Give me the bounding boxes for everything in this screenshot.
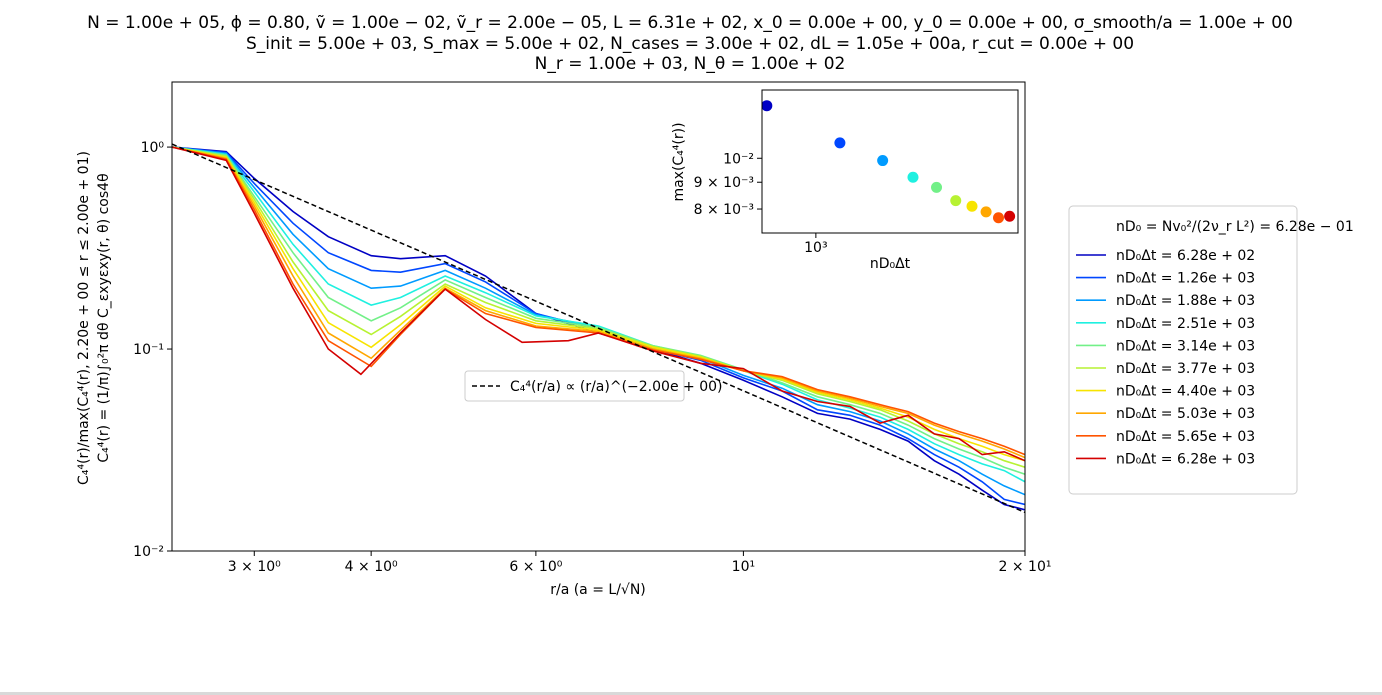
series-line-6 xyxy=(172,146,1025,468)
y-tick-label-2: 10⁻¹ xyxy=(133,342,164,358)
series-legend: nD₀ = Nv₀²/(2ν_r L²) = 6.28e − 01 nD₀Δt … xyxy=(1068,205,1354,495)
inset-points-group xyxy=(762,100,1016,224)
title-line-1: N = 1.00e + 05, ϕ = 0.80, ṽ = 1.00e − 02… xyxy=(87,13,1293,33)
inset-x-tick-label-1: 10³ xyxy=(804,240,827,256)
x-tick-label-1: 3 × 10⁰ xyxy=(228,559,281,575)
x-axis-label: r/a (a = L/√N) xyxy=(550,582,646,598)
inset-plot: 10³ 10⁻² 9 × 10⁻³ 8 × 10⁻³ nD₀Δt max(C₄⁴(r)… xyxy=(671,89,1019,272)
y-tick-label-3: 10⁻² xyxy=(133,544,164,560)
series-line-10 xyxy=(172,146,1025,462)
inset-point-8 xyxy=(980,206,992,218)
x-tick-label-5: 2 × 10¹ xyxy=(999,559,1052,575)
x-tick-label-4: 10¹ xyxy=(732,559,755,575)
legend-label-8: nD₀Δt = 5.03e + 03 xyxy=(1116,406,1255,422)
inset-point-1 xyxy=(762,100,773,112)
legend-label-1: nD₀Δt = 6.28e + 02 xyxy=(1116,248,1255,264)
inset-point-7 xyxy=(966,200,978,212)
series-legend-title: nD₀ = Nv₀²/(2ν_r L²) = 6.28e − 01 xyxy=(1116,219,1354,235)
main-ticks: 3 × 10⁰ 4 × 10⁰ 6 × 10⁰ 10¹ 2 × 10¹ 10⁰ 10⁻¹ 10… xyxy=(133,140,1051,575)
fit-line xyxy=(172,143,1025,514)
legend-label-10: nD₀Δt = 6.28e + 03 xyxy=(1116,451,1255,467)
y-axis-label-line-1: C₄⁴(r)/max(C₄⁴(r), 2.20e + 00 ≤ r ≤ 2.00… xyxy=(76,151,92,485)
series-line-9 xyxy=(172,146,1025,456)
main-plot-frame xyxy=(171,81,1026,552)
inset-x-axis-label: nD₀Δt xyxy=(870,256,911,272)
legend-label-7: nD₀Δt = 4.40e + 03 xyxy=(1116,384,1255,400)
inset-frame xyxy=(761,89,1019,234)
fit-legend: C₄⁴(r/a) ∝ (r/a)^(−2.00e + 00) xyxy=(464,370,722,402)
fit-legend-label: C₄⁴(r/a) ∝ (r/a)^(−2.00e + 00) xyxy=(510,379,722,395)
inset-background xyxy=(762,90,1018,233)
inset-point-4 xyxy=(907,171,919,183)
series-line-5 xyxy=(172,146,1025,475)
x-tick-label-3: 6 × 10⁰ xyxy=(509,559,562,575)
inset-point-2 xyxy=(834,137,846,149)
legend-label-4: nD₀Δt = 2.51e + 03 xyxy=(1116,316,1255,332)
inset-y-tick-label-3: 8 × 10⁻³ xyxy=(694,202,754,218)
inset-point-3 xyxy=(877,155,889,167)
inset-ticks: 10³ 10⁻² 9 × 10⁻³ 8 × 10⁻³ xyxy=(694,151,828,256)
legend-label-5: nD₀Δt = 3.14e + 03 xyxy=(1116,338,1255,354)
legend-label-9: nD₀Δt = 5.65e + 03 xyxy=(1116,429,1255,445)
legend-label-3: nD₀Δt = 1.88e + 03 xyxy=(1116,293,1255,309)
legend-label-2: nD₀Δt = 1.26e + 03 xyxy=(1116,271,1255,287)
series-line-8 xyxy=(172,146,1025,459)
inset-point-6 xyxy=(950,195,962,207)
series-line-1 xyxy=(172,146,1025,511)
inset-y-tick-label-1: 10⁻² xyxy=(723,151,754,167)
inset-point-5 xyxy=(931,181,943,193)
main-plot: 3 × 10⁰ 4 × 10⁰ 6 × 10⁰ 10¹ 2 × 10¹ 10⁰ 10⁻¹ 10… xyxy=(76,81,1051,598)
y-axis-label-line-2: C₄⁴(r) = (1/π)∫₀²π dθ C_εxyεxy(r, θ) cos… xyxy=(96,173,112,462)
legend-label-6: nD₀Δt = 3.77e + 03 xyxy=(1116,361,1255,377)
inset-y-tick-label-2: 9 × 10⁻³ xyxy=(694,175,754,191)
title-line-3: N_r = 1.00e + 03, N_θ = 1.00e + 02 xyxy=(535,54,846,74)
title-line-2: S_init = 5.00e + 03, S_max = 5.00e + 02,… xyxy=(246,34,1134,54)
series-line-7 xyxy=(172,146,1025,462)
main-series-group xyxy=(172,143,1025,514)
figure-title: N = 1.00e + 05, ϕ = 0.80, ṽ = 1.00e − 02… xyxy=(87,13,1293,74)
inset-y-axis-label: max(C₄⁴(r)) xyxy=(671,122,687,201)
inset-point-10 xyxy=(1004,210,1016,222)
x-tick-label-2: 4 × 10⁰ xyxy=(345,559,398,575)
fit-legend-box xyxy=(464,370,685,402)
window-bottom-border xyxy=(0,692,1382,695)
inset-point-9 xyxy=(993,212,1005,224)
series-legend-box xyxy=(1068,205,1298,495)
y-tick-label-1: 10⁰ xyxy=(141,140,165,156)
series-legend-items: nD₀Δt = 6.28e + 02 nD₀Δt = 1.26e + 03 nD₀Δ… xyxy=(1076,248,1255,467)
